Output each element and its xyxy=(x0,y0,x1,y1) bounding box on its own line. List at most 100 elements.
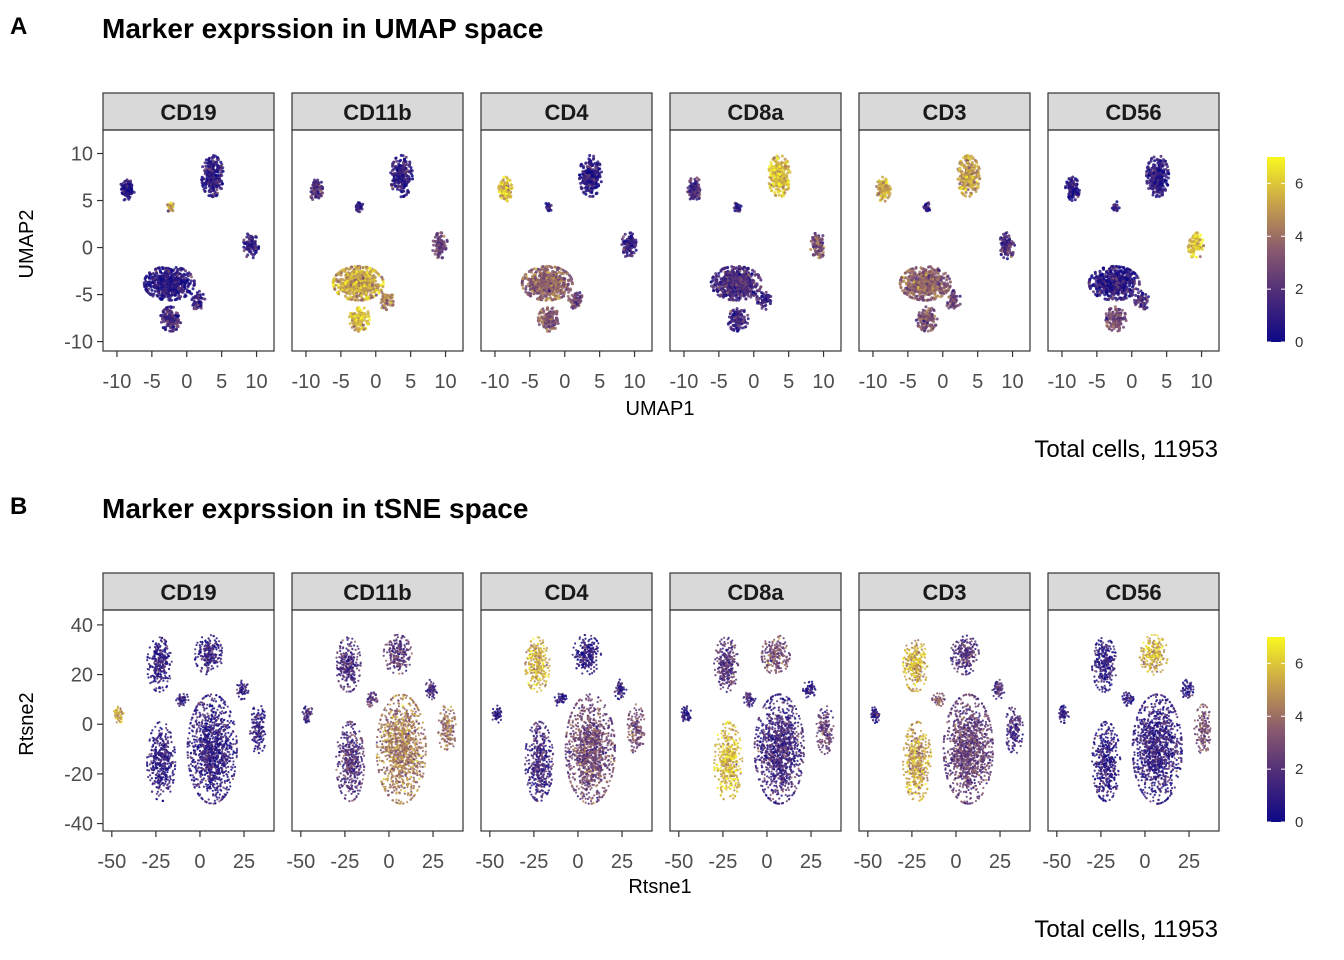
data-point xyxy=(358,210,362,214)
data-point xyxy=(243,242,247,246)
data-point xyxy=(126,188,130,192)
data-point xyxy=(587,174,591,178)
y-tick-label: -10 xyxy=(64,332,93,354)
data-point xyxy=(591,157,595,161)
data-point xyxy=(771,171,775,175)
data-point xyxy=(405,168,409,172)
data-point xyxy=(544,282,547,286)
data-point xyxy=(170,207,174,211)
data-point xyxy=(562,283,566,287)
data-point xyxy=(173,272,177,276)
data-point xyxy=(588,154,592,157)
data-point xyxy=(553,265,557,269)
facet-points xyxy=(119,154,261,333)
data-point xyxy=(351,292,355,296)
data-point xyxy=(180,267,184,271)
data-point xyxy=(174,280,178,284)
data-point xyxy=(773,191,777,195)
data-point xyxy=(783,157,787,161)
x-tick-label: -10 xyxy=(292,371,321,393)
facet-cd11b: CD11b-10 -5 0 5 10 xyxy=(291,92,464,393)
data-point xyxy=(776,156,780,160)
data-point xyxy=(159,313,163,317)
data-point xyxy=(160,266,164,269)
data-point xyxy=(550,266,554,270)
data-point xyxy=(438,238,442,242)
data-point xyxy=(692,188,696,191)
data-point xyxy=(398,164,402,168)
data-point xyxy=(401,188,404,192)
data-point xyxy=(211,195,215,199)
data-point xyxy=(338,270,342,274)
data-point xyxy=(567,298,571,302)
data-point xyxy=(401,169,404,173)
data-point xyxy=(594,167,598,171)
data-point xyxy=(735,273,739,277)
data-point xyxy=(622,251,626,255)
data-point xyxy=(784,183,788,186)
data-point xyxy=(362,306,366,310)
data-point xyxy=(389,301,393,305)
data-point xyxy=(585,165,589,169)
data-point xyxy=(543,274,546,278)
x-tick-label: -10 xyxy=(481,371,510,393)
data-point xyxy=(353,312,357,315)
data-point xyxy=(785,176,789,180)
data-point xyxy=(219,167,223,171)
data-point xyxy=(559,292,563,295)
data-point xyxy=(555,309,559,313)
data-point xyxy=(771,182,775,186)
data-point xyxy=(346,282,350,286)
data-point xyxy=(555,290,558,294)
data-point xyxy=(314,188,318,192)
data-point xyxy=(818,253,822,257)
data-point xyxy=(534,270,538,274)
data-point xyxy=(558,271,562,275)
data-point xyxy=(184,276,188,280)
data-point xyxy=(686,186,690,190)
data-point xyxy=(185,279,188,283)
data-point xyxy=(357,289,361,293)
data-point xyxy=(714,277,717,281)
data-point xyxy=(549,284,553,288)
data-point xyxy=(160,282,164,286)
data-point xyxy=(156,294,160,298)
data-point xyxy=(740,294,744,298)
data-point xyxy=(309,194,313,198)
data-point xyxy=(584,192,588,196)
data-point xyxy=(347,267,351,271)
data-point xyxy=(350,316,354,320)
data-point xyxy=(561,268,565,272)
data-point xyxy=(221,182,225,186)
data-point xyxy=(777,168,781,172)
data-point xyxy=(563,290,567,294)
data-point xyxy=(158,296,162,300)
data-point xyxy=(355,208,359,212)
data-point xyxy=(557,285,561,289)
data-point xyxy=(192,279,196,283)
data-point xyxy=(445,238,449,242)
data-point xyxy=(207,158,211,162)
data-point xyxy=(545,292,549,296)
data-point xyxy=(145,274,149,278)
data-point xyxy=(530,268,534,272)
data-point xyxy=(204,181,208,185)
facet-strip xyxy=(102,92,275,131)
facet-points xyxy=(686,154,826,333)
data-point xyxy=(365,281,369,285)
data-point xyxy=(537,279,541,283)
data-point xyxy=(588,158,592,162)
data-point xyxy=(692,196,695,200)
data-point xyxy=(341,268,345,272)
data-point xyxy=(250,240,254,243)
data-point xyxy=(744,297,748,301)
data-point xyxy=(507,194,511,198)
data-point xyxy=(583,177,587,181)
data-point xyxy=(629,247,633,251)
data-point xyxy=(172,277,176,281)
data-point xyxy=(555,317,559,321)
data-point xyxy=(190,292,194,296)
data-point xyxy=(592,178,596,182)
data-point xyxy=(128,183,132,186)
data-point xyxy=(750,272,754,276)
